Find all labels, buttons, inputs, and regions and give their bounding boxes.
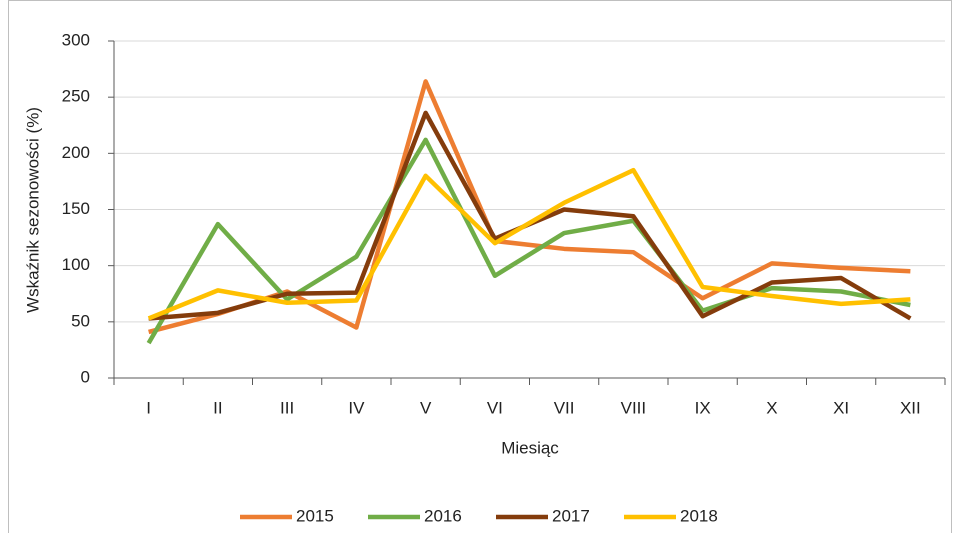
y-tick-label: 150 bbox=[62, 199, 90, 218]
data-line bbox=[147, 167, 911, 321]
y-tick-label: 300 bbox=[62, 30, 90, 49]
x-tick-label: X bbox=[766, 398, 777, 417]
x-tick-label: XII bbox=[900, 398, 921, 417]
x-tick-label: VIII bbox=[621, 398, 647, 417]
x-tick-label: IV bbox=[348, 398, 365, 417]
legend-label: 2016 bbox=[424, 506, 462, 525]
x-tick-label: XI bbox=[833, 398, 849, 417]
x-tick-label: III bbox=[280, 398, 294, 417]
y-tick-label: 250 bbox=[62, 87, 90, 106]
x-tick-label: IX bbox=[695, 398, 711, 417]
y-tick-label: 0 bbox=[81, 367, 90, 386]
legend-label: 2017 bbox=[552, 506, 590, 525]
x-tick-label: VII bbox=[554, 398, 575, 417]
x-tick-label: VI bbox=[487, 398, 503, 417]
data-line bbox=[146, 137, 911, 345]
x-tick-label: II bbox=[213, 398, 222, 417]
legend-label: 2018 bbox=[680, 506, 718, 525]
y-axis-label: Wskaźnik sezonowości (%) bbox=[23, 107, 42, 313]
x-tick-label: I bbox=[146, 398, 151, 417]
x-axis-label: Miesiąc bbox=[501, 438, 559, 457]
y-tick-label: 200 bbox=[62, 143, 90, 162]
y-tick-label: 50 bbox=[71, 311, 90, 330]
x-tick-label: V bbox=[420, 398, 432, 417]
legend-label: 2015 bbox=[296, 506, 334, 525]
y-tick-label: 100 bbox=[62, 255, 90, 274]
